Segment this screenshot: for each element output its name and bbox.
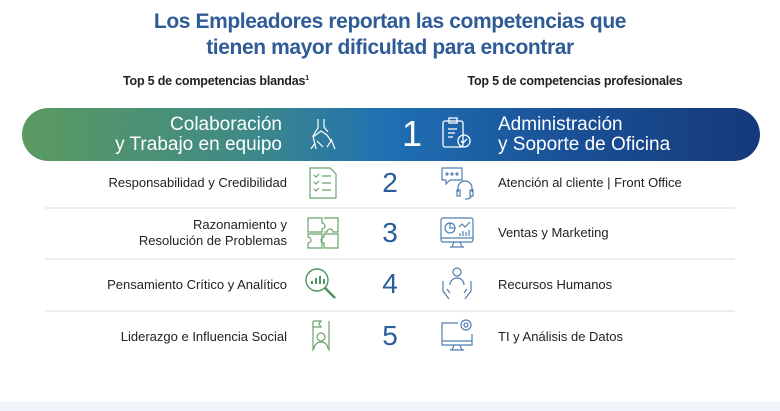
soft-skill-2: Responsabilidad y Credibilidad [108,175,288,190]
rank-1-banner: Colaboración y Trabajo en equipo 1 Admin… [22,108,760,161]
rank-3-number: 3 [382,217,398,248]
rank-4-row: Pensamiento Crítico y Analítico 4 Recurs… [0,259,780,309]
professional-skill-1: Administración y Soporte de Oficina [498,115,670,155]
chat-headset-icon [441,167,474,200]
professional-skill-3: Ventas y Marketing [498,225,609,240]
soft-skill-1-line1: Colaboración [170,114,282,135]
row-divider [45,310,735,312]
soft-skill-3: Razonamiento y Resolución de Problemas [139,217,287,249]
rank-5-number: 5 [382,320,398,351]
footnote-marker: 1 [305,74,309,82]
clipboard-check-icon [442,117,471,148]
professional-skill-4: Recursos Humanos [498,277,613,292]
monitor-gear-icon [441,319,473,351]
handshake-icon [310,119,336,150]
monitor-chart-icon [440,217,474,248]
professional-skill-1-line1: Administración [498,114,623,135]
professional-skill-2: Atención al cliente | Front Office [498,175,682,190]
professional-skill-1-line2: y Soporte de Oficina [498,134,671,155]
soft-skill-4: Pensamiento Crítico y Analítico [107,277,287,292]
professional-skill-5: TI y Análisis de Datos [498,329,623,344]
soft-skill-3-line2: Resolución de Problemas [138,233,287,248]
soft-skills-heading-text: Top 5 de competencias blandas [123,74,306,88]
rank-2-number: 2 [382,167,398,198]
row-divider [45,207,735,209]
rank-4-number: 4 [382,268,398,299]
hands-person-icon [442,267,472,300]
rank-1-number: 1 [401,113,423,154]
puzzle-icon [307,217,339,249]
page-title-line1: Los Empleadores reportan las competencia… [153,10,627,33]
bottom-strip [0,402,780,411]
rank-2-row: Responsabilidad y Credibilidad 2 Atenció… [0,158,780,208]
magnifier-chart-icon [305,268,336,299]
page-title-line2: tienen mayor dificultad para encontrar [206,36,574,59]
row-divider [45,258,735,260]
checklist-icon [309,167,337,199]
rank-3-row: Razonamiento y Resolución de Problemas 3… [0,208,780,258]
soft-skill-1-line2: y Trabajo en equipo [115,134,282,155]
soft-skill-1: Colaboración y Trabajo en equipo [115,115,282,155]
soft-skill-3-line1: Razonamiento y [193,217,287,232]
soft-skills-heading: Top 5 de competencias blandas1 [56,74,376,88]
professional-skills-heading: Top 5 de competencias profesionales [467,74,683,88]
soft-skill-5: Liderazgo e Influencia Social [120,329,287,344]
rank-5-row: Liderazgo e Influencia Social 5 TI y Aná… [0,311,780,361]
leader-flag-icon [312,320,330,351]
